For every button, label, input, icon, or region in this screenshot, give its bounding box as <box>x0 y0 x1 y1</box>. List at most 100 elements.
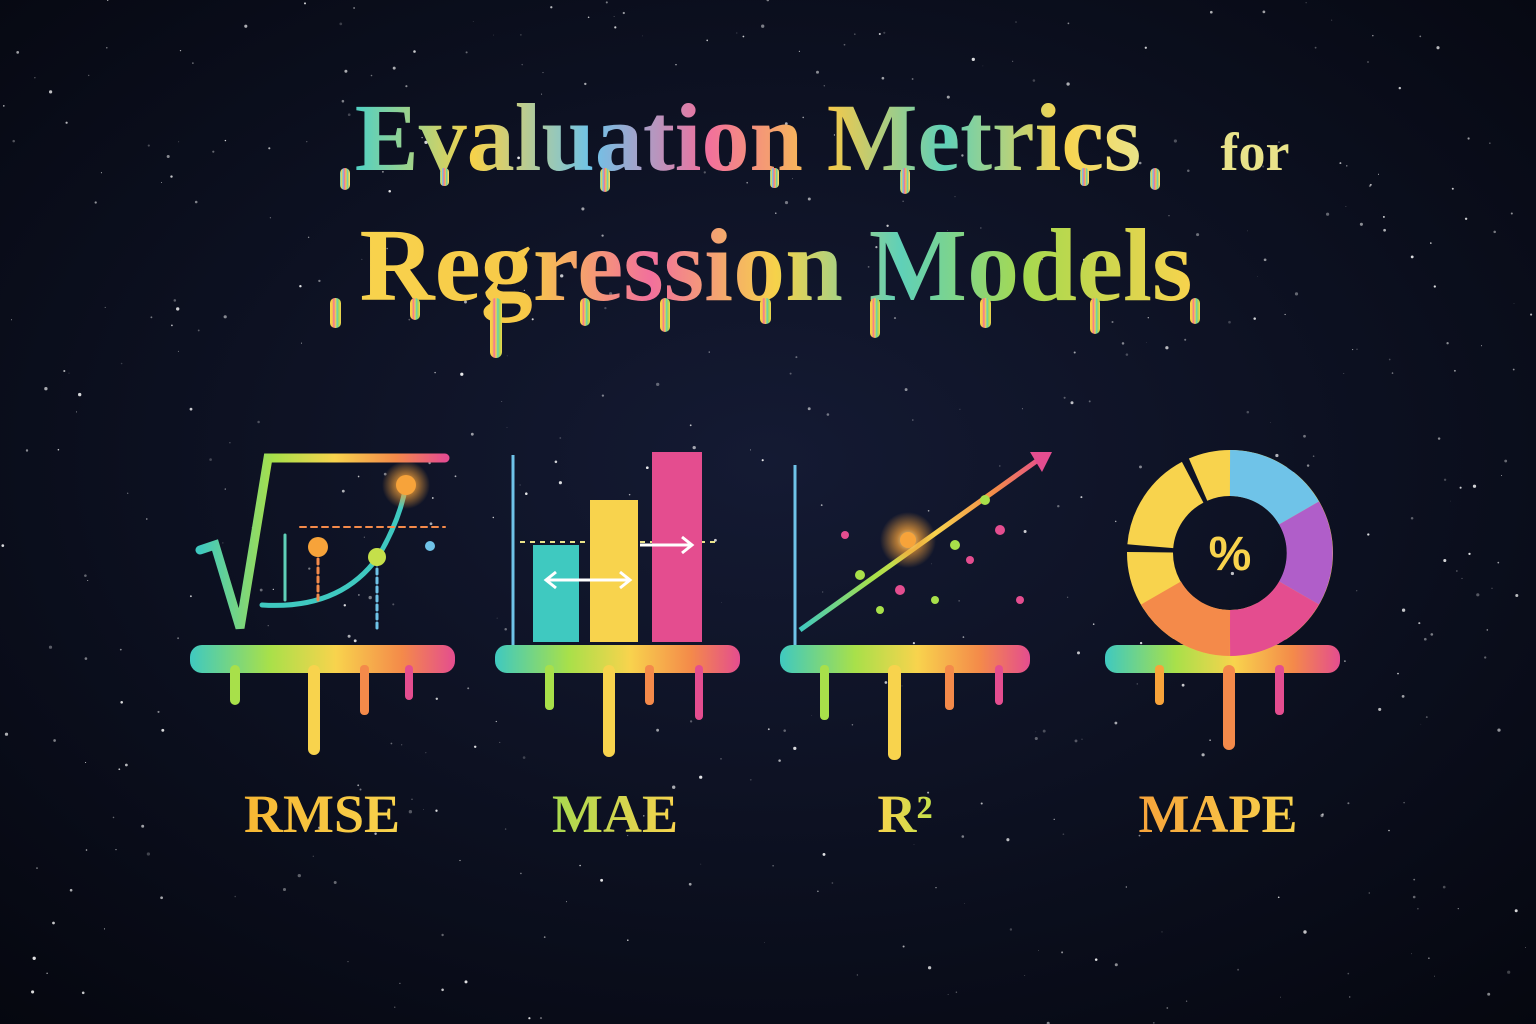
star <box>464 980 468 984</box>
star <box>388 189 391 193</box>
star <box>1062 833 1065 836</box>
star <box>1041 258 1044 261</box>
star <box>1034 736 1038 741</box>
star <box>1450 500 1451 502</box>
star <box>160 896 163 900</box>
star <box>766 0 770 2</box>
star <box>1228 320 1231 324</box>
star <box>1530 313 1533 316</box>
star <box>541 93 543 95</box>
star <box>798 50 801 53</box>
star <box>1401 608 1406 612</box>
star <box>46 972 48 974</box>
star <box>267 625 269 627</box>
star <box>999 465 1001 467</box>
star <box>1410 516 1414 520</box>
star <box>386 247 389 250</box>
star <box>886 224 889 227</box>
star <box>76 411 77 413</box>
star <box>368 595 372 600</box>
star <box>1443 558 1447 563</box>
star <box>1428 957 1430 959</box>
star <box>1138 161 1142 165</box>
title-drips <box>340 168 1160 194</box>
star <box>307 236 310 239</box>
star <box>120 701 123 704</box>
star <box>1139 641 1143 645</box>
star <box>222 542 224 544</box>
title-subtitle: Regression Models <box>360 208 1193 323</box>
star <box>1023 530 1027 533</box>
star <box>459 859 461 862</box>
star <box>53 739 56 742</box>
star <box>1331 19 1333 21</box>
star <box>499 741 501 743</box>
star <box>604 306 607 310</box>
star <box>817 890 819 893</box>
star <box>16 51 20 54</box>
star <box>543 936 546 938</box>
star <box>539 1017 543 1020</box>
star <box>784 201 789 205</box>
star <box>69 888 73 892</box>
star <box>1121 342 1125 345</box>
star <box>1446 342 1449 345</box>
star <box>84 657 88 660</box>
star <box>157 710 160 713</box>
star <box>1006 838 1010 842</box>
paint-drips <box>190 645 1340 760</box>
star <box>766 289 770 294</box>
metric-label: RMSE <box>244 784 400 844</box>
star <box>517 156 520 160</box>
star <box>146 852 151 856</box>
star <box>783 729 786 732</box>
star <box>720 758 722 760</box>
star <box>728 161 732 165</box>
star <box>1196 233 1200 237</box>
star <box>1451 187 1454 190</box>
star <box>506 355 508 357</box>
star <box>927 509 930 512</box>
star <box>854 33 856 35</box>
star <box>1388 829 1390 832</box>
star <box>189 595 192 598</box>
star <box>81 991 85 995</box>
star <box>341 489 345 493</box>
star <box>177 350 179 352</box>
star <box>521 63 523 66</box>
star <box>119 648 122 651</box>
star <box>1489 142 1491 144</box>
star <box>1303 930 1307 934</box>
star <box>85 761 87 764</box>
star <box>689 720 693 723</box>
star <box>795 356 798 359</box>
star <box>429 522 433 526</box>
star <box>581 207 585 211</box>
star <box>1344 660 1346 662</box>
star <box>1092 623 1095 625</box>
star <box>347 113 351 117</box>
star <box>550 6 553 9</box>
star <box>1443 478 1447 481</box>
star <box>454 475 457 478</box>
star <box>778 759 781 762</box>
star <box>1057 504 1060 508</box>
star <box>1 544 5 547</box>
star <box>1493 230 1496 234</box>
star <box>1410 953 1412 955</box>
star <box>947 994 949 996</box>
star <box>902 945 905 948</box>
star <box>689 424 692 427</box>
star <box>1321 813 1324 816</box>
star <box>1278 141 1280 143</box>
star <box>742 35 745 38</box>
star <box>913 844 915 845</box>
star <box>359 788 362 791</box>
star <box>807 407 811 411</box>
star <box>1257 276 1258 278</box>
star <box>44 387 48 391</box>
star <box>1199 812 1203 815</box>
star <box>1081 738 1083 740</box>
star <box>1173 139 1177 143</box>
